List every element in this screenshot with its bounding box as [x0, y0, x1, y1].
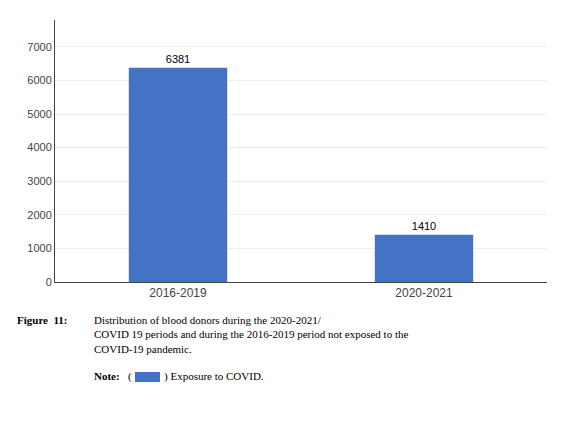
- svg-text:7000: 7000: [27, 41, 51, 53]
- svg-text:1000: 1000: [27, 242, 51, 254]
- svg-text:2020-2021: 2020-2021: [395, 286, 453, 300]
- svg-text:4000: 4000: [27, 141, 51, 153]
- svg-text:6000: 6000: [27, 74, 51, 86]
- svg-text:3000: 3000: [27, 175, 51, 187]
- svg-text:) Exposure to COVID.: ) Exposure to COVID.: [164, 370, 264, 383]
- svg-text:2000: 2000: [27, 209, 51, 221]
- svg-text:1410: 1410: [412, 220, 436, 232]
- svg-text:5000: 5000: [27, 108, 51, 120]
- svg-text:Note:: Note:: [94, 370, 120, 382]
- svg-text:6381: 6381: [166, 53, 190, 65]
- svg-text:(: (: [128, 370, 132, 383]
- svg-text:0: 0: [46, 276, 52, 288]
- svg-text:Figure 11:: Figure 11:: [17, 314, 68, 326]
- svg-text:2016-2019: 2016-2019: [149, 286, 207, 300]
- svg-text:Distribution of blood donors d: Distribution of blood donors during the …: [94, 314, 408, 355]
